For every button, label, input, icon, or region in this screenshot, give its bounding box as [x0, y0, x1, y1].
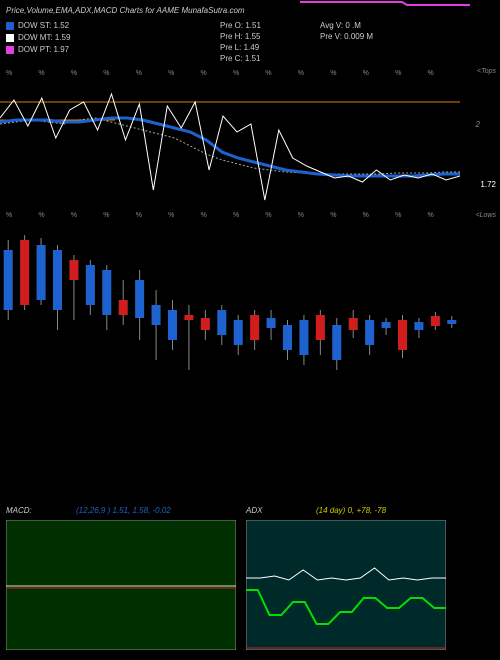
- vol-row: Pre V: 0.009 M: [320, 31, 373, 42]
- legend: DOW ST: 1.52DOW MT: 1.59DOW PT: 1.97: [6, 20, 70, 56]
- ohlc-block: Pre O: 1.51Pre H: 1.55Pre L: 1.49Pre C: …: [220, 20, 261, 64]
- adx-svg: [246, 520, 446, 650]
- legend-swatch: [6, 22, 14, 30]
- legend-item: DOW ST: 1.52: [6, 20, 70, 32]
- legend-label: DOW MT: 1.59: [18, 32, 70, 44]
- axis-tick-2: 2: [476, 120, 480, 129]
- macd-panel: MACD: (12,26,9 ) 1.51, 1.58, -0.02: [6, 520, 236, 650]
- macd-svg: [6, 520, 236, 650]
- macd-title: MACD:: [6, 506, 32, 515]
- ohlc-row: Pre O: 1.51: [220, 20, 261, 31]
- legend-label: DOW PT: 1.97: [18, 44, 69, 56]
- chart-title: Price,Volume,EMA,ADX,MACD Charts for AAM…: [6, 6, 245, 15]
- ohlc-row: Pre C: 1.51: [220, 53, 261, 64]
- vol-row: Avg V: 0 .M: [320, 20, 373, 31]
- pt-top-line: [300, 0, 470, 6]
- legend-label: DOW ST: 1.52: [18, 20, 69, 32]
- legend-item: DOW MT: 1.59: [6, 32, 70, 44]
- ema-chart: [0, 80, 460, 210]
- ema-price-label: 1.72: [480, 180, 496, 189]
- tops-label: <Tops: [477, 68, 496, 75]
- ohlc-row: Pre H: 1.55: [220, 31, 261, 42]
- ohlc-row: Pre L: 1.49: [220, 42, 261, 53]
- legend-swatch: [6, 46, 14, 54]
- legend-swatch: [6, 34, 14, 42]
- adx-subtitle: (14 day) 0, +78, -78: [316, 506, 386, 515]
- volume-block: Avg V: 0 .MPre V: 0.009 M: [320, 20, 373, 42]
- candlestick-chart: [0, 210, 460, 390]
- macd-subtitle: (12,26,9 ) 1.51, 1.58, -0.02: [76, 506, 171, 515]
- lows-label: <Lows: [476, 212, 496, 219]
- legend-item: DOW PT: 1.97: [6, 44, 70, 56]
- marker-row-top: %%%%%%%%%%%%%%: [6, 70, 460, 77]
- adx-title: ADX: [246, 506, 262, 515]
- adx-panel: ADX (14 day) 0, +78, -78: [246, 520, 446, 650]
